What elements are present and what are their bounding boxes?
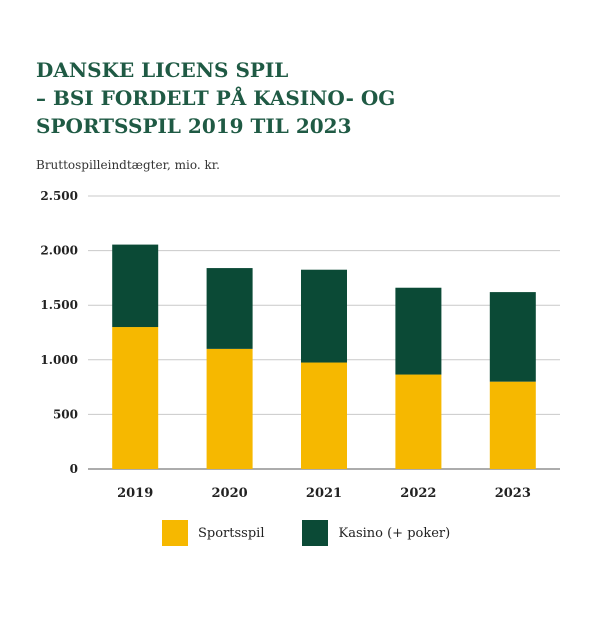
x-tick-label: 2022 (400, 486, 436, 501)
x-tick-label: 2019 (117, 486, 153, 501)
bar-sportsspil-2019 (112, 327, 159, 469)
legend-item-sportsspil: Sportsspil (162, 520, 264, 546)
y-tick-label: 1.500 (40, 298, 78, 312)
legend-label-sportsspil: Sportsspil (198, 525, 265, 541)
x-tick-label: 2023 (495, 486, 531, 501)
bar-kasino-2023 (489, 292, 536, 382)
x-tick-label: 2020 (212, 486, 248, 501)
bar-kasino-2022 (395, 287, 442, 375)
chart-title: DANSKE LICENS SPIL – BSI FORDELT PÅ KASI… (36, 56, 395, 140)
y-tick-label: 2.000 (40, 244, 78, 258)
bar-sportsspil-2020 (206, 348, 253, 469)
y-axis-unit-label: Bruttospilleindtægter, mio. kr. (36, 158, 220, 172)
legend: Sportsspil Kasino (+ poker) (162, 520, 488, 546)
bar-kasino-2021 (301, 269, 347, 363)
legend-swatch-kasino (302, 520, 329, 546)
bar-kasino-2019 (112, 244, 159, 328)
legend-label-kasino: Kasino (+ poker) (338, 525, 451, 541)
title-line-3: SPORTSSPIL 2019 TIL 2023 (36, 114, 352, 138)
bar-sportsspil-2021 (301, 362, 347, 469)
bar-kasino-2020 (206, 268, 253, 349)
bar-sportsspil-2023 (489, 381, 536, 469)
y-tick-label: 0 (70, 462, 78, 476)
title-line-2: – BSI FORDELT PÅ KASINO- OG (36, 86, 396, 110)
y-tick-label: 1.000 (40, 353, 78, 367)
title-line-1: DANSKE LICENS SPIL (36, 58, 289, 82)
x-tick-label: 2021 (306, 486, 342, 501)
y-tick-label: 500 (53, 407, 78, 421)
legend-item-kasino: Kasino (+ poker) (302, 520, 450, 546)
bar-sportsspil-2022 (395, 374, 442, 469)
legend-swatch-sportsspil (162, 520, 188, 546)
y-tick-label: 2.500 (40, 189, 78, 203)
